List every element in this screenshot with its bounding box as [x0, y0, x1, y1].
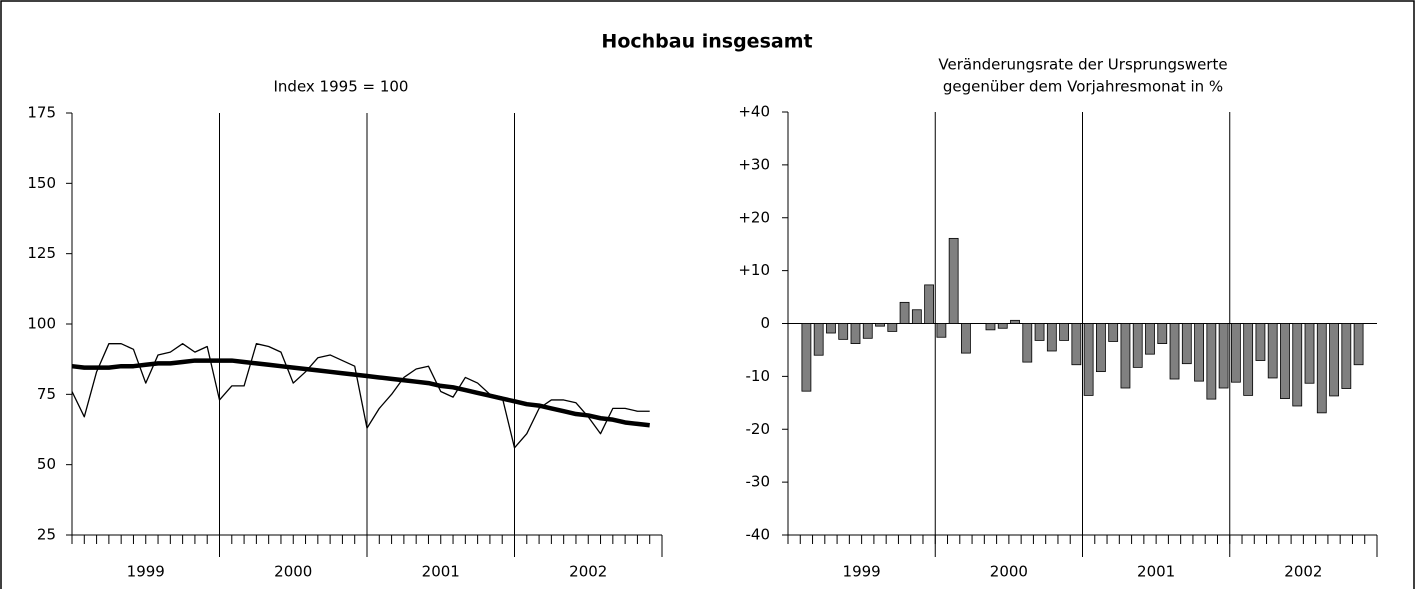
bar [961, 323, 971, 354]
chart-title: Veränderungsrate der Ursprungswerte [938, 56, 1227, 74]
x-group-label: 2002 [1284, 563, 1322, 581]
bar [936, 323, 947, 338]
y-tick-label: -30 [746, 473, 771, 491]
y-tick-label: 25 [37, 526, 56, 544]
bar [1292, 323, 1303, 407]
bar [1181, 323, 1192, 365]
chart-title: gegenüber dem Vorjahresmonat in % [943, 78, 1223, 96]
y-tick-label: +40 [738, 103, 770, 121]
bar [1169, 323, 1180, 380]
bar [1022, 323, 1033, 363]
bar [1046, 323, 1057, 352]
chart-title: Index 1995 = 100 [274, 78, 409, 96]
bar [1083, 323, 1094, 396]
y-tick-label: 100 [27, 315, 56, 333]
bar [1034, 323, 1045, 341]
bar [826, 323, 836, 334]
bar [1145, 323, 1155, 355]
x-group-label: 2002 [569, 563, 607, 581]
bar [862, 323, 873, 339]
bar [1255, 323, 1266, 361]
line-series [71, 343, 650, 449]
x-group-label: 2001 [1137, 563, 1175, 581]
bar [838, 323, 849, 340]
y-tick-label: 50 [37, 455, 56, 473]
y-tick-label: 75 [37, 385, 56, 403]
y-tick-label: +30 [738, 155, 770, 173]
bar [1059, 323, 1069, 341]
x-group-label: 1999 [843, 563, 881, 581]
y-tick-label: +20 [738, 208, 770, 226]
bar [924, 284, 935, 324]
bar [1341, 323, 1352, 389]
bar [948, 237, 959, 324]
bar [1267, 323, 1278, 379]
y-tick-label: -10 [746, 367, 771, 385]
x-group-label: 2001 [422, 563, 460, 581]
bar [1353, 323, 1364, 366]
bar [1230, 323, 1241, 383]
y-tick-label: 175 [27, 104, 56, 122]
y-tick-label: 150 [27, 174, 56, 192]
bar [1071, 323, 1082, 366]
bar [875, 323, 885, 327]
y-tick-label: +10 [738, 261, 770, 279]
bar [1120, 323, 1131, 389]
bar [997, 323, 1008, 329]
bar [1316, 323, 1327, 414]
bar [899, 301, 910, 324]
bar [1218, 323, 1229, 389]
bar [801, 323, 812, 392]
bar [1194, 323, 1204, 382]
y-tick-label: -20 [746, 420, 771, 438]
bar [1304, 323, 1315, 384]
bar [1108, 323, 1119, 342]
y-tick-label: 0 [760, 314, 770, 332]
bar [850, 323, 861, 344]
bar [1132, 323, 1143, 368]
bar [813, 323, 824, 356]
bar [1206, 323, 1217, 400]
bar [1329, 323, 1339, 397]
bar [1010, 319, 1020, 324]
bar [1280, 323, 1290, 399]
x-group-label: 2000 [990, 563, 1028, 581]
bar [1243, 323, 1254, 396]
bar [1096, 323, 1106, 373]
line-series [71, 358, 650, 428]
x-group-label: 1999 [127, 563, 165, 581]
bar [911, 309, 922, 324]
bar [887, 323, 898, 332]
y-tick-label: 125 [27, 244, 56, 262]
y-tick-label: -40 [746, 526, 771, 544]
bar [985, 323, 996, 331]
bar [1157, 323, 1168, 344]
page-title: Hochbau insgesamt [601, 31, 812, 53]
x-group-label: 2000 [274, 563, 312, 581]
